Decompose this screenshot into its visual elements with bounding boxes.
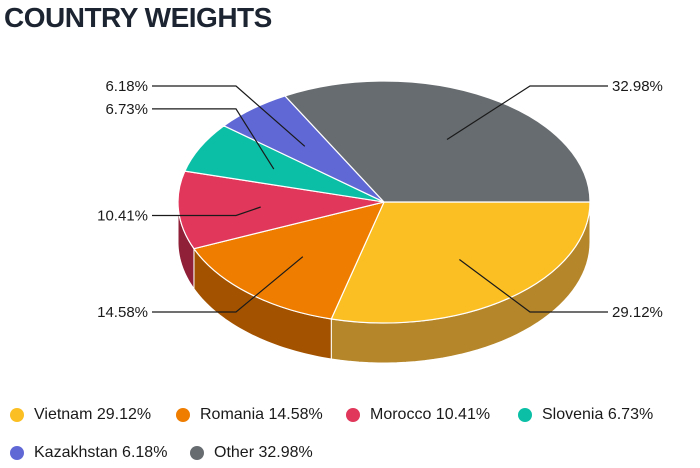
legend-swatch: [10, 446, 24, 460]
legend-item-morocco[interactable]: Morocco 10.41%: [346, 406, 490, 424]
legend-label: Slovenia 6.73%: [542, 406, 654, 423]
leader-line-kazakhstan: [152, 85, 306, 147]
legend-swatch: [346, 408, 360, 422]
data-label-kazakhstan: 6.18%: [105, 78, 148, 95]
legend-label: Kazakhstan 6.18%: [34, 444, 168, 461]
pie-slice-morocco[interactable]: [177, 170, 385, 250]
legend-swatch: [10, 408, 24, 422]
legend-item-romania[interactable]: Romania 14.58%: [176, 406, 323, 424]
legend-item-other[interactable]: Other 32.98%: [190, 444, 313, 462]
legend-label: Romania 14.58%: [200, 406, 323, 423]
pie-slice-romania[interactable]: [192, 201, 386, 320]
legend-label: Other 32.98%: [214, 444, 313, 461]
pie-slice-vietnam[interactable]: [330, 201, 591, 324]
data-label-other: 32.98%: [612, 78, 663, 95]
pie-top: [177, 80, 591, 324]
leader-line-other: [446, 85, 608, 141]
leader-line-romania: [152, 256, 304, 313]
data-label-slovenia: 6.73%: [105, 101, 148, 118]
leader-line-slovenia: [152, 108, 275, 170]
leader-line-vietnam: [459, 259, 608, 313]
legend-item-kazakhstan[interactable]: Kazakhstan 6.18%: [10, 444, 167, 462]
chart-title: COUNTRY WEIGHTS: [4, 2, 272, 33]
data-label-morocco: 10.41%: [97, 208, 148, 225]
legend-swatch: [518, 408, 532, 422]
legend-label: Morocco 10.41%: [370, 406, 491, 423]
leader-line-morocco: [152, 206, 261, 217]
label-leaders: [152, 85, 608, 313]
data-label-romania: 14.58%: [97, 304, 148, 321]
legend-label: Vietnam 29.12%: [34, 406, 152, 423]
legend-item-slovenia[interactable]: Slovenia 6.73%: [518, 406, 653, 424]
legend-swatch: [176, 408, 190, 422]
data-labels: 29.12% 14.58% 10.41% 6.73% 6.18% 32.98%: [97, 78, 663, 321]
pie-slice-other[interactable]: [283, 80, 591, 203]
legend-swatch: [190, 446, 204, 460]
pie-chart: 29.12% 14.58% 10.41% 6.73% 6.18% 32.98%: [97, 78, 663, 364]
legend-item-vietnam[interactable]: Vietnam 29.12%: [10, 406, 151, 424]
data-label-vietnam: 29.12%: [612, 304, 663, 321]
